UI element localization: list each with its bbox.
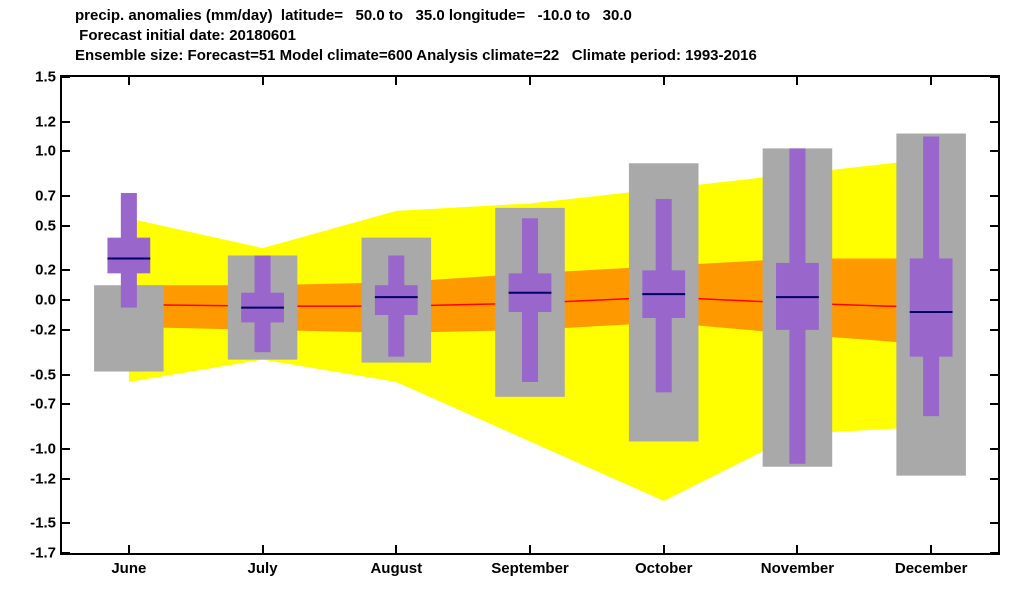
- x-tick-label: November: [761, 560, 834, 577]
- purple-box: [375, 285, 418, 315]
- y-tick-mark: [62, 448, 70, 450]
- y-tick-label: -0.2: [30, 321, 56, 338]
- x-tick-mark: [930, 77, 932, 85]
- y-tick-mark: [62, 329, 70, 331]
- y-tick-mark: [990, 225, 998, 227]
- y-tick-label: -0.7: [30, 396, 56, 413]
- title-line-3: Ensemble size: Forecast=51 Model climate…: [75, 46, 757, 66]
- y-tick-mark: [990, 269, 998, 271]
- x-tick-label: August: [370, 560, 422, 577]
- y-tick-mark: [62, 269, 70, 271]
- y-tick-mark: [990, 150, 998, 152]
- y-tick-label: 1.5: [35, 69, 56, 86]
- y-tick-label: 0.2: [35, 262, 56, 279]
- y-tick-mark: [990, 121, 998, 123]
- y-tick-mark: [62, 299, 70, 301]
- y-tick-label: -1.2: [30, 470, 56, 487]
- y-tick-label: 1.0: [35, 143, 56, 160]
- x-tick-mark: [930, 545, 932, 553]
- y-tick-mark: [62, 403, 70, 405]
- y-tick-label: 0.0: [35, 292, 56, 309]
- x-tick-mark: [395, 545, 397, 553]
- y-tick-label: -1.7: [30, 545, 56, 562]
- y-tick-mark: [990, 403, 998, 405]
- y-tick-label: -0.5: [30, 366, 56, 383]
- y-tick-mark: [990, 195, 998, 197]
- title-line-1: precip. anomalies (mm/day) latitude= 50.…: [75, 6, 757, 26]
- y-tick-mark: [62, 121, 70, 123]
- x-tick-label: December: [895, 560, 968, 577]
- plot-svg: [62, 77, 998, 553]
- y-tick-mark: [62, 195, 70, 197]
- y-tick-label: -1.5: [30, 515, 56, 532]
- plot-frame: [60, 75, 1000, 555]
- y-tick-mark: [62, 76, 70, 78]
- y-tick-mark: [62, 552, 70, 554]
- y-tick-mark: [62, 374, 70, 376]
- y-tick-mark: [62, 225, 70, 227]
- y-tick-mark: [62, 478, 70, 480]
- x-tick-mark: [128, 77, 130, 85]
- y-tick-mark: [990, 448, 998, 450]
- y-tick-mark: [62, 522, 70, 524]
- x-tick-label: September: [491, 560, 569, 577]
- y-tick-label: 0.7: [35, 188, 56, 205]
- x-tick-mark: [796, 77, 798, 85]
- x-tick-mark: [262, 545, 264, 553]
- y-tick-mark: [990, 299, 998, 301]
- x-tick-mark: [529, 545, 531, 553]
- x-tick-label: June: [111, 560, 146, 577]
- x-tick-mark: [395, 77, 397, 85]
- y-tick-label: -1.0: [30, 440, 56, 457]
- y-tick-mark: [62, 150, 70, 152]
- x-tick-label: July: [248, 560, 278, 577]
- x-tick-mark: [663, 77, 665, 85]
- x-tick-label: October: [635, 560, 693, 577]
- y-tick-mark: [990, 522, 998, 524]
- y-tick-mark: [990, 552, 998, 554]
- x-tick-mark: [262, 77, 264, 85]
- x-tick-mark: [128, 545, 130, 553]
- title-line-2: Forecast initial date: 20180601: [75, 26, 757, 46]
- y-tick-mark: [990, 478, 998, 480]
- y-tick-label: 1.2: [35, 113, 56, 130]
- purple-box: [910, 258, 953, 356]
- y-tick-mark: [990, 374, 998, 376]
- y-tick-label: 0.5: [35, 217, 56, 234]
- x-tick-mark: [663, 545, 665, 553]
- x-tick-mark: [529, 77, 531, 85]
- y-tick-mark: [990, 329, 998, 331]
- purple-box: [107, 238, 150, 274]
- chart-title-block: precip. anomalies (mm/day) latitude= 50.…: [75, 6, 757, 66]
- y-tick-mark: [990, 76, 998, 78]
- x-tick-mark: [796, 545, 798, 553]
